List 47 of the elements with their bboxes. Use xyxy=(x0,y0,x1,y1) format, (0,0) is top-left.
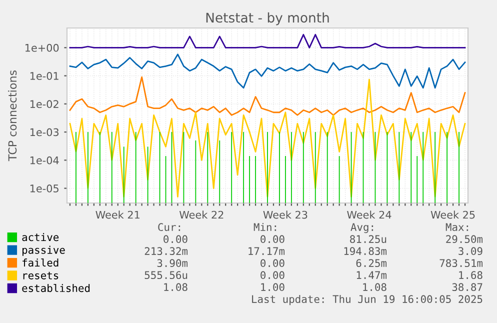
text: Max: xyxy=(446,223,468,232)
line-series xyxy=(69,78,466,198)
legend-label: resets xyxy=(23,272,58,280)
text: Last update: Thu Jun 19 16:00:05 2025 xyxy=(252,294,482,306)
text: 1.47m xyxy=(356,271,387,279)
x-tick-label: Week 21 xyxy=(96,210,140,219)
x-tick-label: Week 22 xyxy=(179,210,224,219)
x-tick-label: Week 23 xyxy=(263,210,308,219)
text: 38.87 xyxy=(452,283,482,292)
y-tick-label: 1e-01 xyxy=(30,72,58,80)
text: Avg: xyxy=(350,223,374,234)
text: 1.68 xyxy=(459,271,482,280)
text: 3.90m xyxy=(157,259,188,268)
line-series xyxy=(69,54,466,89)
x-tick-label: Week 24 xyxy=(347,210,392,219)
text: 29.50m xyxy=(446,235,483,244)
text: 0.00 xyxy=(260,235,284,244)
line-series xyxy=(69,34,466,48)
text: 0.00 xyxy=(164,235,188,244)
legend-label: active xyxy=(22,233,59,242)
y-tick-label: 1e+00 xyxy=(25,44,59,52)
text: 194.83m xyxy=(344,247,387,256)
x-tick-label: Week 25 xyxy=(430,210,475,219)
text: 1.08 xyxy=(363,283,386,292)
text: 213.32m xyxy=(144,247,188,256)
text: 0.00 xyxy=(260,259,284,268)
y-tick-label: 1e-02 xyxy=(30,100,58,108)
text: 17.17m xyxy=(248,247,285,255)
chart-title: Netstat - by month xyxy=(206,12,329,26)
y-tick-label: 1e-04 xyxy=(30,156,59,164)
text: 783.51m xyxy=(440,259,483,268)
legend-label: established xyxy=(22,284,90,292)
text: 1.00 xyxy=(261,283,284,292)
text: 81.25u xyxy=(350,235,386,244)
text: 6.25m xyxy=(356,259,387,268)
text: Cur: xyxy=(158,223,180,232)
text: 555.56u xyxy=(144,271,188,280)
text: Min: xyxy=(254,222,276,231)
y-tick-label: 1e-03 xyxy=(30,128,59,136)
text: 1.08 xyxy=(164,283,188,292)
text: 3.09 xyxy=(458,247,482,256)
text: 0.00 xyxy=(260,271,284,280)
y-tick-label: 1e-05 xyxy=(30,184,58,192)
legend-label: passive xyxy=(22,246,65,256)
line-series xyxy=(69,76,466,116)
y-axis-title: TCP connections xyxy=(8,70,17,162)
legend-label: failed xyxy=(22,258,58,267)
